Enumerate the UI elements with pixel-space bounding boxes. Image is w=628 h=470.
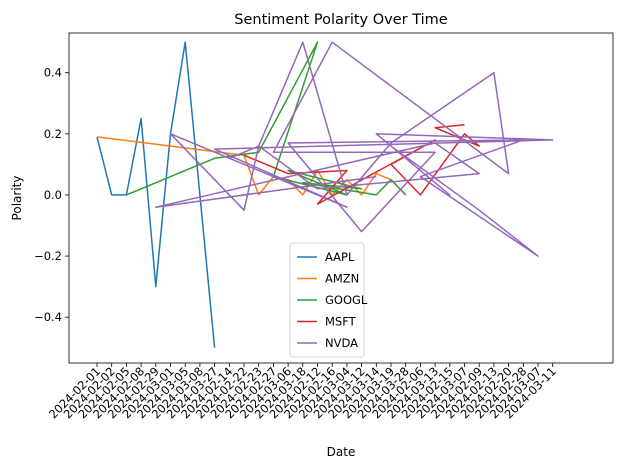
y-tick-label: 0.0 <box>44 188 62 202</box>
y-tick-label: 0.4 <box>44 66 62 80</box>
x-axis-label: Date <box>327 445 356 459</box>
series-lines <box>96 41 554 348</box>
chart-title: Sentiment Polarity Over Time <box>234 12 447 28</box>
legend-label-msft: MSFT <box>325 315 357 329</box>
plot-area-frame <box>68 32 614 364</box>
legend-label-nvda: NVDA <box>325 336 358 350</box>
series-line-nvda <box>155 41 554 257</box>
y-axis: −0.4 −0.2 0.0 0.2 0.4 <box>34 66 69 324</box>
y-axis-label: Polarity <box>10 176 24 221</box>
series-line-googl <box>126 41 407 196</box>
x-axis: 2024-02-012024-02-022024-02-052024-02-08… <box>46 363 559 421</box>
y-tick-label: −0.4 <box>34 310 62 324</box>
legend-label-aapl: AAPL <box>325 250 355 264</box>
y-tick-label: −0.2 <box>34 249 62 263</box>
legend-label-googl: GOOGL <box>325 293 368 307</box>
legend-label-amzn: AMZN <box>325 272 359 286</box>
series-line-aapl <box>96 41 216 348</box>
legend-box <box>289 242 365 358</box>
legend: AAPL AMZN GOOGL MSFT NVDA <box>289 242 368 358</box>
y-tick-label: 0.2 <box>44 127 62 141</box>
